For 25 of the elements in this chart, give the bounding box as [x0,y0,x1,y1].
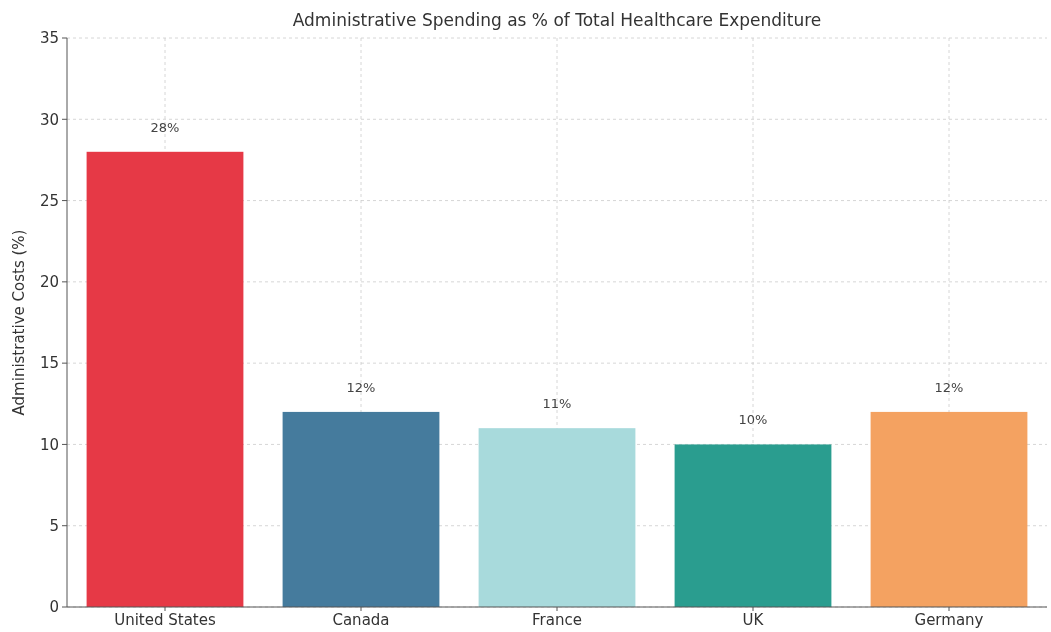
y-tick-label: 15 [39,354,59,373]
x-tick-label: Canada [332,611,390,629]
y-tick-label: 5 [49,516,59,535]
x-tick-label: Germany [914,611,984,629]
data-label: 28% [150,119,180,135]
y-tick-label: 20 [39,273,59,292]
data-label: 10% [738,412,768,428]
bar [674,444,832,607]
x-tick-label: France [532,611,582,629]
y-tick-label: 0 [49,598,59,617]
y-tick-label: 25 [39,191,59,210]
x-tick-label: United States [114,611,216,629]
chart-title: Administrative Spending as % of Total Healthcare Expenditure [292,10,822,30]
bar [478,428,636,607]
bar [870,411,1028,607]
data-label: 12% [346,379,376,395]
y-tick-label: 35 [39,29,59,48]
data-label: 11% [542,396,572,412]
y-axis-title: Administrative Costs (%) [10,229,28,416]
y-tick-label: 10 [39,435,59,454]
data-label: 12% [934,379,964,395]
y-tick-label: 30 [39,110,59,129]
x-tick-label: UK [742,611,765,629]
bar [282,411,440,607]
bar [86,151,244,607]
